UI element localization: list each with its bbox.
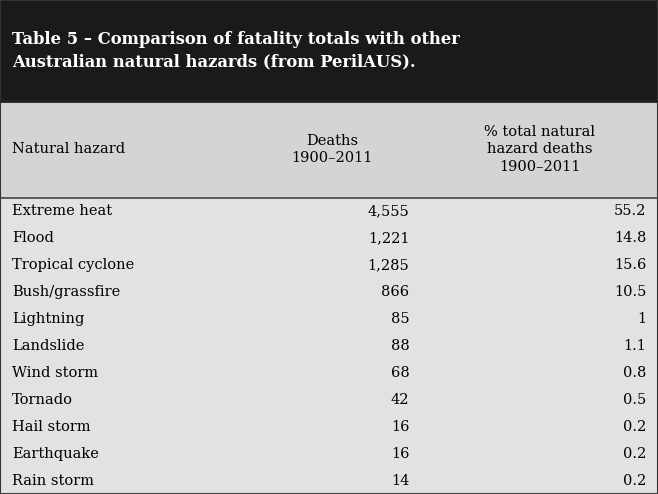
- Text: 1,285: 1,285: [368, 258, 409, 272]
- Text: Natural hazard: Natural hazard: [12, 142, 125, 157]
- Text: 68: 68: [391, 366, 409, 380]
- Text: Tornado: Tornado: [12, 393, 73, 407]
- Bar: [0, 440, 658, 467]
- Bar: [0, 279, 658, 305]
- Text: Earthquake: Earthquake: [12, 447, 99, 460]
- Text: Wind storm: Wind storm: [12, 366, 98, 380]
- Text: Landslide: Landslide: [12, 339, 84, 353]
- Text: 16: 16: [391, 447, 409, 460]
- Text: 0.5: 0.5: [623, 393, 646, 407]
- Text: 1,221: 1,221: [368, 231, 409, 245]
- Bar: [0, 413, 658, 440]
- Bar: [0, 198, 658, 225]
- Text: 88: 88: [391, 339, 409, 353]
- Bar: [0, 305, 658, 332]
- Bar: [0, 225, 658, 251]
- Bar: [0, 101, 658, 198]
- Text: 4,555: 4,555: [368, 204, 409, 218]
- Text: 15.6: 15.6: [614, 258, 646, 272]
- Text: 16: 16: [391, 419, 409, 434]
- Text: Deaths
1900–2011: Deaths 1900–2011: [291, 134, 373, 165]
- Bar: [0, 359, 658, 386]
- Text: Table 5 – Comparison of fatality totals with other
Australian natural hazards (f: Table 5 – Comparison of fatality totals …: [12, 31, 460, 70]
- Text: Extreme heat: Extreme heat: [12, 204, 112, 218]
- Text: 14: 14: [391, 474, 409, 488]
- Text: Rain storm: Rain storm: [12, 474, 94, 488]
- Text: Lightning: Lightning: [12, 312, 84, 326]
- Text: 0.2: 0.2: [623, 419, 646, 434]
- Text: 85: 85: [391, 312, 409, 326]
- Bar: [0, 0, 658, 101]
- Text: 1.1: 1.1: [623, 339, 646, 353]
- Text: 0.8: 0.8: [622, 366, 646, 380]
- Bar: [0, 251, 658, 279]
- Text: 42: 42: [391, 393, 409, 407]
- Text: 0.2: 0.2: [623, 474, 646, 488]
- Text: 55.2: 55.2: [614, 204, 646, 218]
- Text: Tropical cyclone: Tropical cyclone: [12, 258, 134, 272]
- Text: 866: 866: [381, 285, 409, 299]
- Text: % total natural
hazard deaths
1900–2011: % total natural hazard deaths 1900–2011: [484, 125, 595, 174]
- Text: Flood: Flood: [12, 231, 54, 245]
- Text: 14.8: 14.8: [614, 231, 646, 245]
- Text: 10.5: 10.5: [614, 285, 646, 299]
- Text: 0.2: 0.2: [623, 447, 646, 460]
- Bar: [0, 332, 658, 359]
- Text: 1: 1: [637, 312, 646, 326]
- Bar: [0, 386, 658, 413]
- Text: Bush/grassfire: Bush/grassfire: [12, 285, 120, 299]
- Text: Hail storm: Hail storm: [12, 419, 90, 434]
- Bar: [0, 467, 658, 494]
